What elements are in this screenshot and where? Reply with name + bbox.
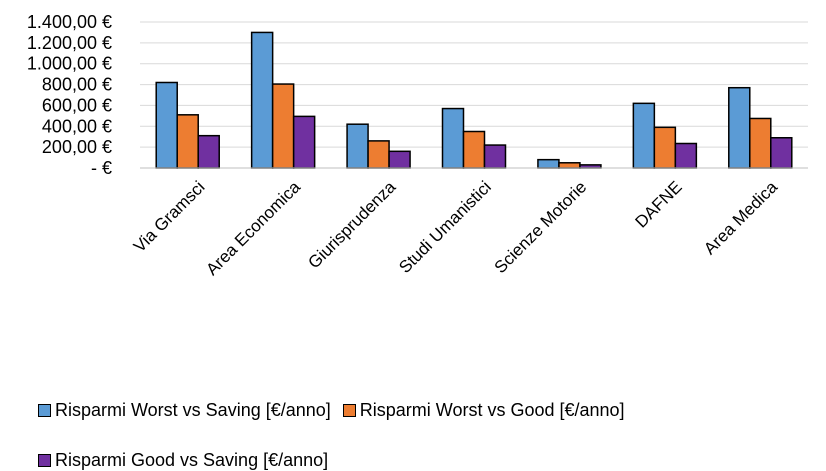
- bar: [346, 123, 369, 169]
- bars: [155, 31, 793, 169]
- legend-item-worst-vs-saving: Risparmi Worst vs Saving [€/anno]: [38, 400, 331, 421]
- y-tick-label: 1.000,00 €: [27, 54, 112, 74]
- legend-label-good-vs-saving: Risparmi Good vs Saving [€/anno]: [55, 450, 329, 470]
- bar: [197, 134, 220, 169]
- bar: [749, 117, 772, 169]
- gridlines: [140, 21, 808, 148]
- y-axis-tick-labels: - €200,00 €400,00 €600,00 €800,00 €1.000…: [27, 12, 112, 178]
- legend-swatch-good-vs-saving: [38, 454, 51, 467]
- legend-row-1: Risparmi Worst vs Saving [€/anno] Rispar…: [38, 400, 637, 421]
- x-category-label: Scienze Motorie: [491, 177, 591, 277]
- y-tick-label: 600,00 €: [42, 95, 112, 115]
- x-category-label: Via Gramsci: [130, 177, 209, 256]
- x-category-label: DAFNE: [632, 177, 686, 231]
- bar: [441, 107, 465, 169]
- bar: [176, 114, 199, 169]
- y-tick-label: 1.400,00 €: [27, 12, 112, 32]
- bar: [653, 126, 677, 169]
- legend-swatch-worst-vs-saving: [38, 404, 51, 417]
- bar: [155, 81, 178, 169]
- y-tick-label: 800,00 €: [42, 75, 112, 95]
- x-category-label: Giurisprudenza: [304, 177, 399, 272]
- legend-item-worst-vs-good: Risparmi Worst vs Good [€/anno]: [342, 400, 625, 421]
- bar: [292, 115, 316, 169]
- bar: [558, 162, 581, 169]
- y-tick-label: 400,00 €: [42, 116, 112, 136]
- x-category-label: Area Medica: [700, 177, 781, 258]
- bar: [367, 140, 390, 169]
- bar: [483, 144, 507, 169]
- bar: [271, 83, 295, 169]
- y-tick-label: 200,00 €: [42, 137, 112, 157]
- bar: [674, 142, 698, 169]
- legend-swatch-worst-vs-good: [342, 404, 356, 417]
- bar: [537, 158, 560, 169]
- bar: [388, 150, 411, 169]
- bar-chart: - €200,00 €400,00 €600,00 €800,00 €1.000…: [27, 12, 808, 279]
- legend-row-2: Risparmi Good vs Saving [€/anno]: [38, 450, 340, 471]
- x-category-label: Area Economica: [202, 177, 304, 279]
- bar: [770, 137, 793, 169]
- legend-label-worst-vs-saving: Risparmi Worst vs Saving [€/anno]: [55, 400, 331, 420]
- bar: [462, 130, 486, 169]
- x-category-label: Studi Umanistici: [395, 177, 495, 277]
- legend-label-worst-vs-good: Risparmi Worst vs Good [€/anno]: [359, 400, 625, 420]
- bar: [728, 86, 751, 169]
- y-tick-label: 1.200,00 €: [27, 33, 112, 53]
- bar: [250, 31, 274, 169]
- y-tick-label: - €: [91, 158, 112, 178]
- legend-item-good-vs-saving: Risparmi Good vs Saving [€/anno]: [38, 450, 328, 471]
- bar: [632, 102, 656, 169]
